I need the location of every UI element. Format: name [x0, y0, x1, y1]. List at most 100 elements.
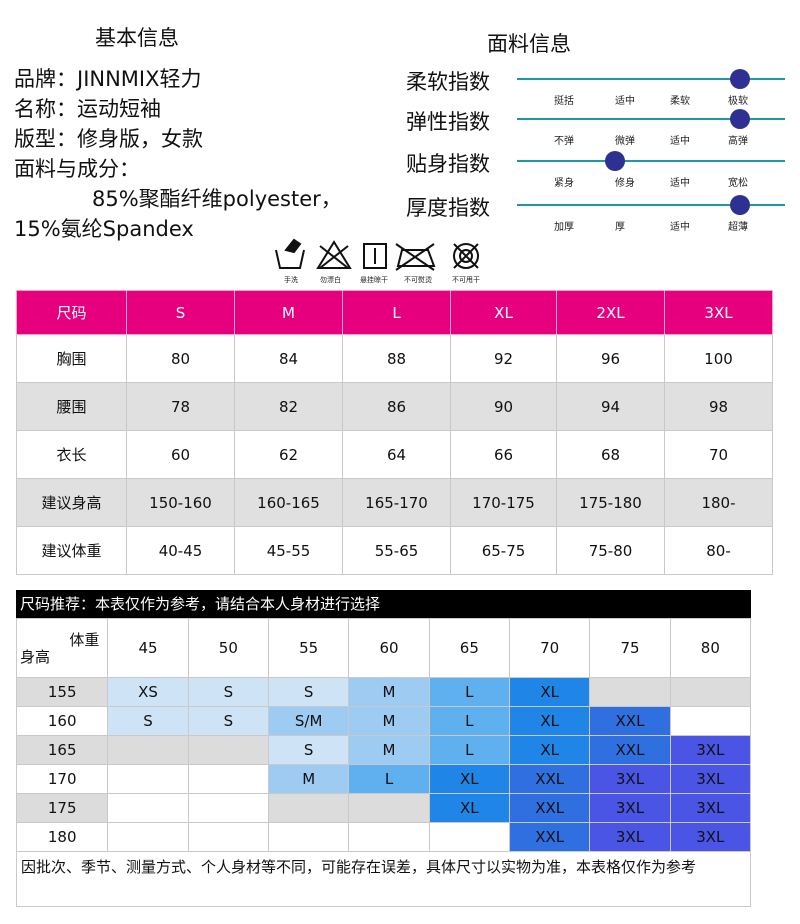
name-line: 名称：运动短袖 — [14, 97, 161, 121]
size-cell: 68 — [556, 430, 665, 479]
weight-header-cell: 80 — [669, 618, 752, 678]
recommended-size-cell: 3XL — [669, 735, 752, 765]
no-bleach-icon — [316, 240, 352, 269]
index-tick-label: 宽松 — [728, 178, 748, 189]
recommended-size-cell: 3XL — [589, 793, 671, 823]
size-header-cell: 2XL — [556, 290, 665, 335]
recommended-size-cell — [428, 822, 511, 852]
recommended-size-cell: M — [268, 764, 350, 794]
recommended-size-cell — [268, 822, 350, 852]
size-row: 建议体重 40-45 45-55 55-65 65-75 75-80 80- — [16, 526, 773, 575]
recommended-size-cell: XXL — [589, 706, 671, 736]
hang-dry-icon — [363, 243, 387, 269]
size-recommendation: 尺码推荐：本表仅作为参考，请结合本人身材进行选择 体重 身高 45 50 55 60 65 7… — [15, 590, 752, 907]
size-cell: 180- — [664, 478, 773, 527]
size-header-cell: 3XL — [664, 290, 773, 335]
index-tick-label: 微弹 — [615, 136, 635, 147]
recommendation-row: 170 M L XL XXL 3XL 3XL — [15, 764, 752, 794]
size-cell: 78 — [126, 382, 235, 431]
size-header-cell: S — [126, 290, 235, 335]
recommended-size-cell: 3XL — [589, 822, 671, 852]
recommended-size-cell — [669, 706, 752, 736]
recommendation-row: 165 S M L XL XXL 3XL — [15, 735, 752, 765]
recommendation-row: 175 XL XXL 3XL 3XL — [15, 793, 752, 823]
size-cell: 84 — [234, 334, 343, 383]
wash-symbols: 手洗 勿漂白 悬挂晾干 不可熨烫 不可甩干 — [272, 238, 512, 286]
size-cell: 70 — [664, 430, 773, 479]
index-tick-label: 极软 — [728, 96, 748, 107]
recommended-size-cell: M — [348, 706, 430, 736]
recommended-size-cell: 3XL — [669, 793, 752, 823]
size-cell: 60 — [126, 430, 235, 479]
recommended-size-cell — [107, 822, 189, 852]
recommended-size-cell: M — [348, 735, 430, 765]
size-cell: 66 — [450, 430, 557, 479]
size-row: 建议身高 150-160 160-165 165-170 170-175 175-180 1… — [16, 478, 773, 527]
size-header-cell: L — [342, 290, 451, 335]
size-cell: 175-180 — [556, 478, 665, 527]
size-cell: 75-80 — [556, 526, 665, 575]
weight-header-cell: 60 — [348, 618, 430, 678]
size-cell: 86 — [342, 382, 451, 431]
size-cell: 建议身高 — [16, 478, 127, 527]
recommendation-header-row: 体重 身高 45 50 55 60 65 70 75 80 — [15, 618, 752, 678]
brand-line: 品牌：JINNMIX轻力 — [14, 67, 202, 91]
index-tick-label: 适中 — [670, 178, 690, 189]
recommended-size-cell: 3XL — [669, 822, 752, 852]
size-cell: 90 — [450, 382, 557, 431]
recommended-size-cell — [187, 735, 270, 765]
weight-header-cell: 45 — [107, 618, 189, 678]
recommendation-row: 180 XXL 3XL 3XL — [15, 822, 752, 852]
index-tick-label: 柔软 — [670, 96, 690, 107]
size-cell: 80 — [126, 334, 235, 383]
height-cell: 180 — [15, 822, 109, 852]
recommended-size-cell: S — [268, 677, 350, 707]
size-cell: 55-65 — [342, 526, 451, 575]
corner-height-label: 身高 — [20, 648, 51, 666]
size-cell: 88 — [342, 334, 451, 383]
index-tick-label: 加厚 — [554, 222, 574, 233]
index-tick-label: 适中 — [670, 136, 690, 147]
index-label: 弹性指数 — [406, 110, 490, 134]
no-iron-icon — [395, 243, 436, 271]
recommended-size-cell: XL — [428, 793, 511, 823]
recommended-size-cell — [187, 764, 270, 794]
index-knob — [730, 69, 751, 89]
size-cell: 94 — [556, 382, 665, 431]
fabric-info-heading: 面料信息 — [487, 32, 571, 56]
recommended-size-cell — [187, 822, 270, 852]
index-tick-label: 超薄 — [728, 222, 748, 233]
size-cell: 45-55 — [234, 526, 343, 575]
composition-line-2: 15%氨纶Spandex — [14, 217, 194, 241]
weight-header-cell: 75 — [589, 618, 671, 678]
recommended-size-cell: XXL — [508, 793, 591, 823]
index-tick-label: 修身 — [615, 178, 635, 189]
size-cell: 165-170 — [342, 478, 451, 527]
recommendation-row: 160 S S S/M M L XL XXL — [15, 706, 752, 736]
corner-weight-label: 体重 — [69, 631, 100, 649]
weight-header-cell: 70 — [508, 618, 591, 678]
recommended-size-cell: L — [428, 735, 511, 765]
recommended-size-cell: S — [107, 706, 189, 736]
recommended-size-cell: XL — [508, 735, 591, 765]
weight-header-cell: 65 — [428, 618, 511, 678]
recommended-size-cell: M — [348, 677, 430, 707]
recommended-size-cell: S — [187, 677, 270, 707]
index-track — [517, 160, 785, 162]
height-cell: 160 — [15, 706, 109, 736]
size-cell: 衣长 — [16, 430, 127, 479]
recommended-size-cell: S/M — [268, 706, 350, 736]
recommended-size-cell: L — [348, 764, 430, 794]
recommended-size-cell — [268, 793, 350, 823]
hand-wash-icon — [275, 238, 305, 269]
index-label: 柔软指数 — [406, 70, 490, 94]
size-cell: 96 — [556, 334, 665, 383]
weight-header-cell: 55 — [268, 618, 350, 678]
recommended-size-cell: XL — [508, 706, 591, 736]
recommended-size-cell: L — [428, 706, 511, 736]
index-knob — [730, 109, 751, 129]
size-cell: 62 — [234, 430, 343, 479]
size-row: 衣长 60 62 64 66 68 70 — [16, 430, 773, 479]
index-tick-label: 适中 — [615, 96, 635, 107]
index-label: 厚度指数 — [406, 196, 490, 220]
